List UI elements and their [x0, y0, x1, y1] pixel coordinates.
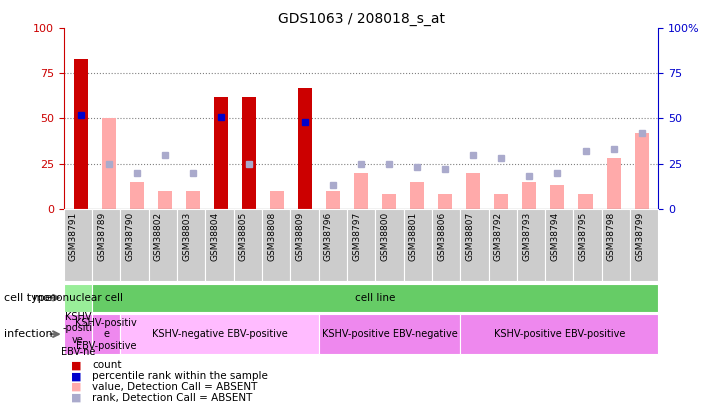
Text: GSM38790: GSM38790: [125, 212, 135, 262]
Bar: [550, 185, 564, 209]
Bar: [74, 59, 88, 209]
Text: GSM38799: GSM38799: [635, 212, 644, 262]
Text: GSM38805: GSM38805: [239, 212, 248, 262]
Bar: [270, 190, 284, 209]
Bar: [578, 194, 593, 209]
Text: GSM38808: GSM38808: [267, 212, 276, 262]
Text: count: count: [92, 360, 122, 371]
Text: infection: infection: [4, 329, 52, 339]
Text: ■: ■: [71, 393, 81, 403]
Bar: [523, 181, 537, 209]
Text: KSHV-positive EBV-negative: KSHV-positive EBV-negative: [321, 329, 457, 339]
Text: GSM38802: GSM38802: [154, 212, 163, 261]
Bar: [382, 194, 396, 209]
Text: GSM38801: GSM38801: [409, 212, 418, 262]
Bar: [185, 190, 200, 209]
Text: GSM38809: GSM38809: [295, 212, 304, 262]
Text: percentile rank within the sample: percentile rank within the sample: [92, 371, 268, 381]
Bar: [354, 173, 368, 209]
Title: GDS1063 / 208018_s_at: GDS1063 / 208018_s_at: [278, 12, 445, 26]
Text: GSM38796: GSM38796: [324, 212, 333, 262]
Text: GSM38804: GSM38804: [210, 212, 219, 261]
Text: GSM38806: GSM38806: [437, 212, 446, 262]
Text: mononuclear cell: mononuclear cell: [33, 293, 123, 303]
Text: rank, Detection Call = ABSENT: rank, Detection Call = ABSENT: [92, 393, 253, 403]
Text: KSHV-positive EBV-positive: KSHV-positive EBV-positive: [493, 329, 625, 339]
Text: GSM38792: GSM38792: [493, 212, 503, 261]
Text: GSM38795: GSM38795: [578, 212, 588, 262]
Text: KSHV
-positi
ve
EBV-ne: KSHV -positi ve EBV-ne: [61, 312, 95, 356]
Text: GSM38800: GSM38800: [380, 212, 389, 262]
Text: GSM38794: GSM38794: [550, 212, 559, 261]
Bar: [438, 194, 452, 209]
Bar: [298, 88, 312, 209]
Bar: [158, 190, 172, 209]
Text: GSM38797: GSM38797: [352, 212, 361, 262]
Text: ■: ■: [71, 371, 81, 381]
Bar: [634, 133, 649, 209]
Text: cell type: cell type: [4, 293, 51, 303]
Text: GSM38793: GSM38793: [522, 212, 531, 262]
Text: ■: ■: [71, 382, 81, 392]
Text: KSHV-positiv
e
EBV-positive: KSHV-positiv e EBV-positive: [75, 318, 137, 351]
Bar: [214, 97, 228, 209]
Text: ■: ■: [71, 360, 81, 371]
Bar: [130, 181, 144, 209]
Text: GSM38789: GSM38789: [97, 212, 106, 262]
Bar: [242, 97, 256, 209]
Bar: [494, 194, 508, 209]
Text: cell line: cell line: [355, 293, 396, 303]
Bar: [101, 118, 115, 209]
Text: GSM38807: GSM38807: [465, 212, 474, 262]
Text: value, Detection Call = ABSENT: value, Detection Call = ABSENT: [92, 382, 258, 392]
Text: GSM38803: GSM38803: [182, 212, 191, 262]
Bar: [467, 173, 480, 209]
Text: GSM38798: GSM38798: [607, 212, 616, 262]
Text: GSM38791: GSM38791: [69, 212, 78, 262]
Bar: [410, 181, 424, 209]
Bar: [326, 190, 340, 209]
Text: KSHV-negative EBV-positive: KSHV-negative EBV-positive: [152, 329, 287, 339]
Bar: [607, 158, 621, 209]
